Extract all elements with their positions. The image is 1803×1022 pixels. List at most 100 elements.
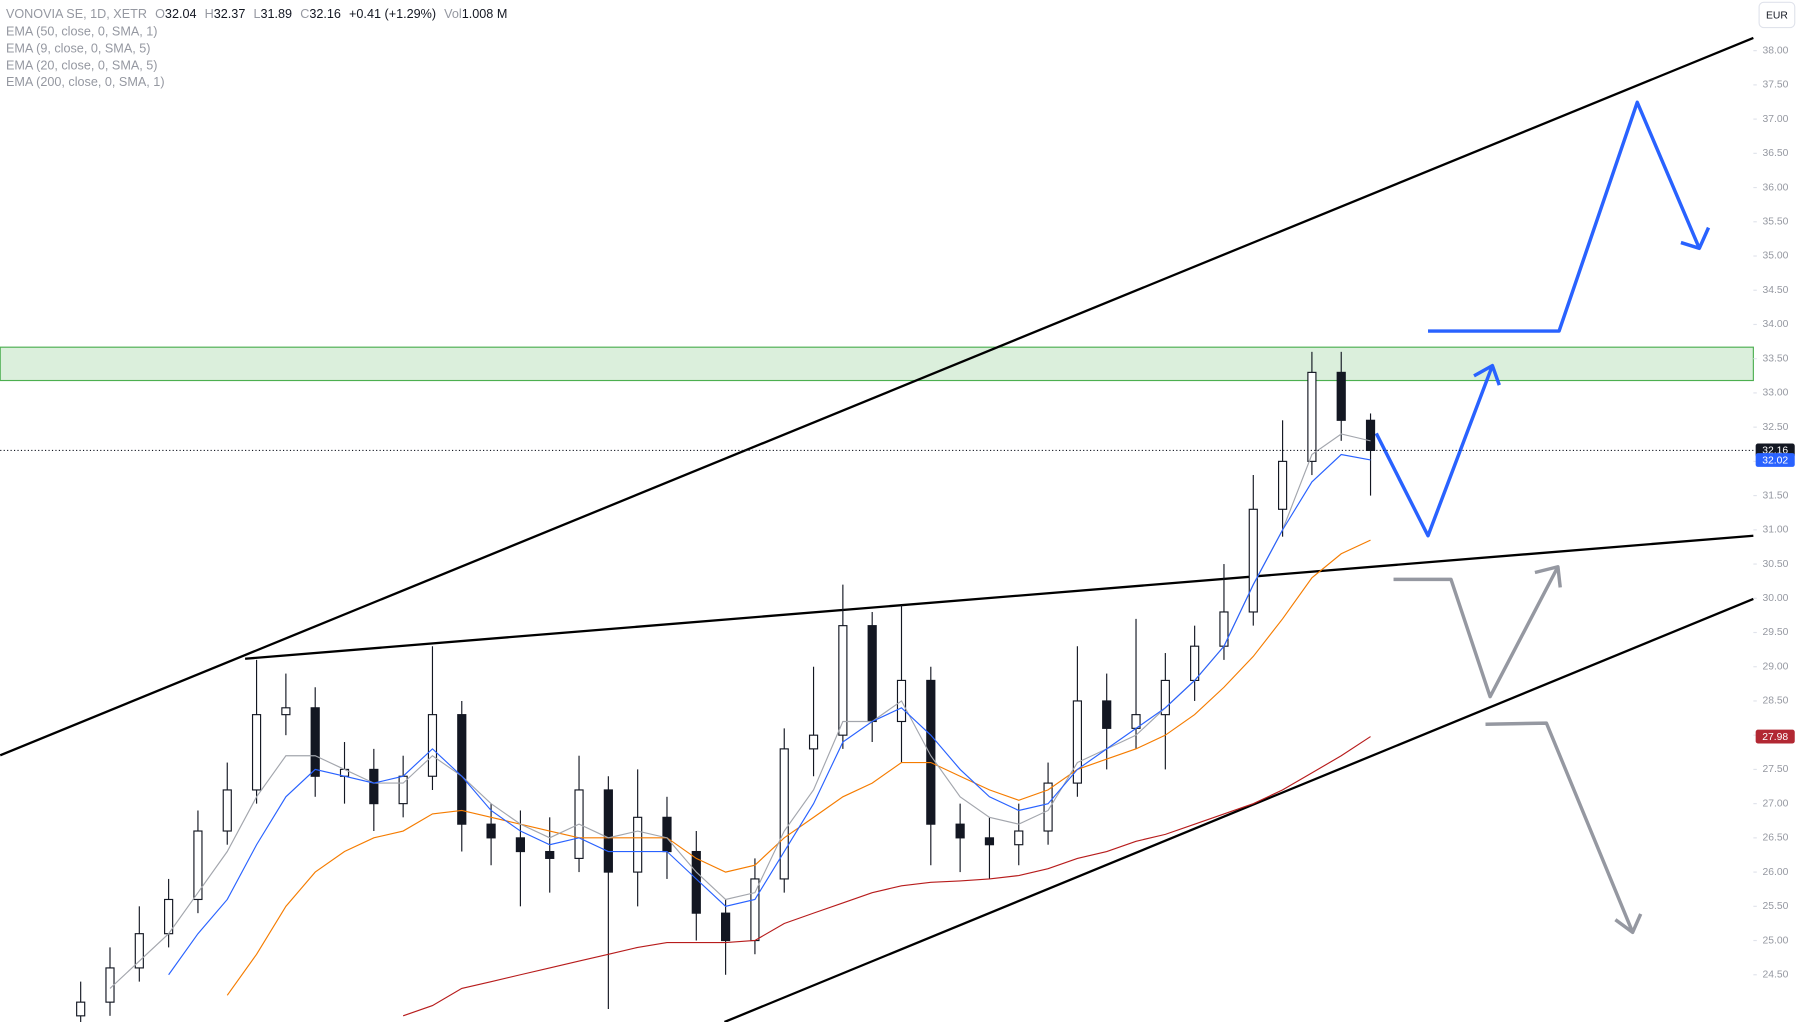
candle-body	[222, 789, 232, 832]
candle-body	[1160, 679, 1170, 716]
candle-body	[193, 830, 203, 901]
y-tick-label: 37.00	[1763, 114, 1789, 125]
drawings	[0, 36, 1754, 1022]
legend-entry: EMA (20, close, 0, SMA, 5)	[6, 58, 158, 72]
arrow-head	[1473, 363, 1501, 386]
candle-body	[662, 816, 672, 853]
change: +0.41 (+1.29%)	[349, 7, 436, 21]
currency[interactable]: EUR	[1766, 10, 1788, 21]
ema-line	[226, 539, 1371, 996]
volume: 1.008 M	[462, 7, 508, 21]
price-label-bg	[1755, 453, 1795, 467]
candle-body	[369, 768, 379, 805]
projections	[1374, 100, 1711, 935]
y-tick-label: 35.00	[1763, 251, 1789, 262]
close-label: C	[300, 7, 309, 21]
y-tick-label: 36.50	[1763, 148, 1789, 159]
candle-body	[1190, 645, 1200, 681]
y-tick-label: 26.00	[1763, 867, 1789, 878]
y-tick-label: 26.50	[1763, 833, 1789, 844]
trend-line	[724, 597, 1754, 1022]
candle-body	[281, 707, 291, 716]
symbol: VONOVIA SE, 1D, XETR	[6, 7, 147, 21]
high-label: H	[205, 7, 214, 21]
candle-body	[1248, 508, 1258, 613]
low-label: L	[253, 7, 260, 21]
projection-arrow	[1485, 721, 1635, 933]
header: VONOVIA SE, 1D, XETR O32.04 H32.37 L31.8…	[6, 7, 507, 21]
candle-body	[251, 714, 262, 791]
projection-arrow	[1393, 565, 1560, 699]
ema-line	[109, 433, 1371, 989]
trend-line	[0, 36, 1754, 757]
price-label: 32.16	[1762, 446, 1788, 457]
arrow-head	[1614, 913, 1643, 935]
candle-body	[457, 714, 467, 825]
candle-body	[486, 823, 496, 839]
candle-body	[779, 748, 789, 880]
candle-body	[838, 625, 848, 736]
candle-body	[603, 789, 613, 873]
legend-entry: EMA (9, close, 0, SMA, 5)	[6, 41, 151, 55]
volume-label: Vol	[444, 7, 462, 21]
y-tick-label: 28.50	[1763, 696, 1789, 707]
y-tick-label: 30.50	[1763, 559, 1789, 570]
y-tick-label: 34.50	[1763, 285, 1789, 296]
y-tick-label: 31.00	[1763, 525, 1789, 536]
y-tick-label: 37.50	[1763, 80, 1789, 91]
arrow-head	[1534, 565, 1562, 588]
price-label: 27.98	[1762, 732, 1788, 743]
candle-body	[1014, 830, 1024, 846]
candle-body	[545, 850, 555, 859]
ema-line	[168, 453, 1371, 976]
candle-body	[750, 878, 760, 942]
currency-button[interactable]	[1758, 1, 1796, 29]
resistance-zone	[0, 346, 1754, 382]
candle-body	[515, 837, 526, 853]
candle-body	[1336, 371, 1346, 421]
candle-body	[1277, 460, 1288, 510]
y-tick-label: 25.50	[1763, 901, 1789, 912]
y-tick-label: 32.50	[1763, 422, 1789, 433]
candle-body	[926, 679, 936, 825]
candle-body	[1043, 782, 1053, 832]
arrow-head	[1680, 226, 1711, 251]
trend-line	[244, 534, 1754, 660]
candle-body	[1307, 371, 1317, 462]
candle-body	[633, 816, 643, 873]
y-tick-label: 35.50	[1763, 217, 1789, 228]
y-tick-label: 34.00	[1763, 319, 1789, 330]
y-tick-label: 29.50	[1763, 627, 1789, 638]
projection-arrow	[1374, 364, 1495, 538]
price-label-bg	[1755, 729, 1795, 744]
candle-body	[1102, 700, 1112, 729]
y-tick-label: 38.00	[1763, 45, 1789, 56]
candle-body	[310, 707, 320, 777]
y-tick-label: 36.00	[1763, 182, 1789, 193]
candle-body	[427, 714, 438, 777]
y-tick-label: 25.00	[1763, 935, 1789, 946]
candle-body	[164, 898, 174, 935]
y-tick-label: 31.50	[1763, 490, 1789, 501]
y-tick-label: 33.00	[1763, 388, 1789, 399]
y-tick-label: 24.50	[1763, 970, 1789, 981]
ema-line	[402, 736, 1371, 1017]
price-label: 32.02	[1762, 455, 1788, 466]
candle-body	[134, 933, 144, 969]
high: 32.37	[214, 7, 246, 21]
candle-body	[1365, 419, 1376, 451]
low: 31.89	[261, 7, 293, 21]
y-tick-label: 29.00	[1763, 661, 1789, 672]
open-label: O	[155, 7, 165, 21]
y-tick-label: 33.50	[1763, 353, 1789, 364]
candle-body	[984, 837, 995, 846]
candle-body	[1072, 700, 1082, 784]
y-tick-label: 27.50	[1763, 764, 1789, 775]
close: 32.16	[309, 7, 341, 21]
plot: 24.5025.0025.5026.0026.5027.0027.5028.00…	[76, 45, 1789, 1022]
candle-body	[955, 823, 965, 839]
projection-arrow	[1428, 100, 1701, 333]
open: 32.04	[165, 7, 197, 21]
candle-body	[721, 912, 731, 942]
